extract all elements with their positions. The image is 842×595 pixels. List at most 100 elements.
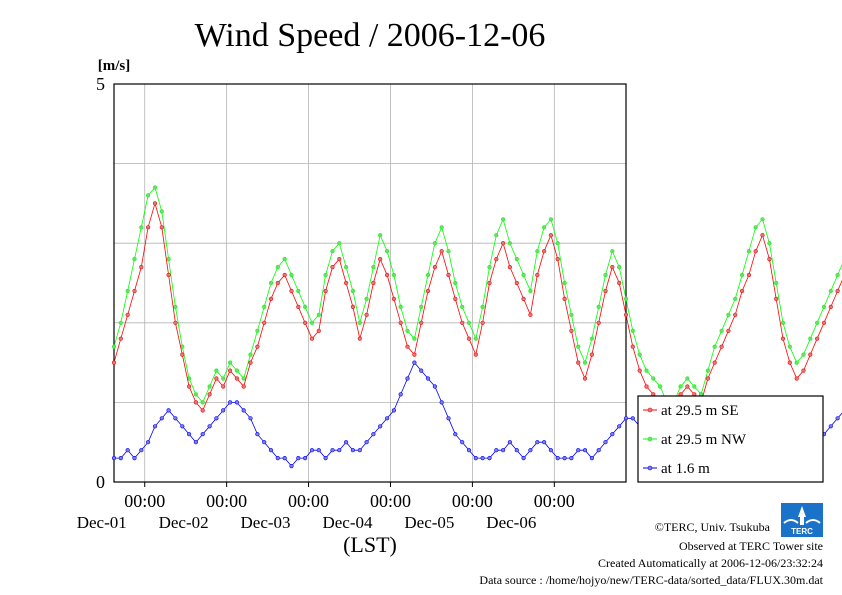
data-point bbox=[576, 360, 581, 365]
data-point bbox=[344, 265, 349, 270]
data-point bbox=[412, 352, 417, 357]
data-point bbox=[166, 257, 171, 262]
data-point bbox=[774, 280, 779, 286]
x-tick-label: 00:00 bbox=[288, 491, 329, 511]
data-point bbox=[801, 368, 806, 373]
data-point bbox=[460, 320, 465, 325]
data-point bbox=[733, 312, 738, 317]
data-point bbox=[528, 448, 533, 453]
data-point bbox=[453, 280, 458, 286]
data-point bbox=[541, 249, 547, 254]
data-point bbox=[589, 456, 595, 461]
data-point bbox=[241, 376, 246, 381]
data-point bbox=[746, 249, 752, 254]
data-point bbox=[330, 265, 335, 270]
data-point bbox=[152, 185, 158, 190]
data-point bbox=[630, 328, 635, 333]
data-point bbox=[555, 456, 560, 461]
data-point bbox=[514, 448, 519, 453]
data-point bbox=[439, 249, 444, 254]
data-point bbox=[473, 352, 478, 357]
data-point bbox=[528, 312, 533, 317]
data-point bbox=[303, 304, 308, 310]
data-point bbox=[767, 241, 772, 246]
data-point bbox=[637, 368, 642, 373]
data-point bbox=[726, 328, 731, 333]
data-point bbox=[132, 288, 137, 294]
data-point bbox=[603, 288, 608, 294]
data-point bbox=[733, 296, 738, 302]
data-point bbox=[180, 352, 185, 357]
legend-label: at 29.5 m SE bbox=[661, 403, 739, 419]
data-point bbox=[200, 400, 205, 405]
data-point bbox=[357, 336, 362, 341]
observed-text: Observed at TERC Tower site bbox=[679, 539, 823, 553]
data-point bbox=[726, 312, 731, 317]
data-point bbox=[419, 320, 424, 325]
data-point bbox=[814, 336, 820, 341]
data-point bbox=[152, 424, 158, 429]
series-se bbox=[111, 201, 842, 413]
data-point bbox=[221, 376, 226, 381]
data-point bbox=[425, 288, 431, 294]
data-point bbox=[316, 312, 321, 317]
data-point bbox=[651, 376, 656, 381]
data-point bbox=[111, 360, 117, 365]
data-point bbox=[507, 241, 513, 246]
data-point bbox=[412, 360, 417, 365]
data-point bbox=[282, 272, 287, 278]
data-point bbox=[589, 336, 595, 341]
legend-box bbox=[637, 395, 824, 483]
data-point bbox=[780, 320, 786, 325]
data-point bbox=[248, 352, 253, 357]
data-point bbox=[193, 392, 198, 397]
data-point bbox=[193, 440, 198, 445]
data-point bbox=[582, 360, 588, 365]
data-point bbox=[678, 384, 683, 389]
chart-title: Wind Speed / 2006-12-06 bbox=[195, 17, 546, 54]
x-tick-date-label: Dec-06 bbox=[486, 513, 536, 532]
data-point bbox=[521, 456, 526, 461]
data-point bbox=[255, 432, 260, 437]
data-point bbox=[501, 241, 506, 246]
data-point bbox=[753, 249, 758, 254]
data-point bbox=[248, 416, 253, 421]
grid bbox=[114, 84, 626, 482]
x-tick-date-label: Dec-01 bbox=[77, 513, 127, 532]
data-point bbox=[548, 448, 554, 453]
data-point bbox=[419, 368, 424, 373]
data-point bbox=[214, 368, 219, 373]
data-point bbox=[610, 249, 615, 254]
data-point bbox=[234, 368, 239, 373]
data-point bbox=[835, 416, 840, 421]
logo-wave-icon bbox=[783, 519, 821, 524]
data-point bbox=[712, 344, 717, 349]
data-point bbox=[528, 288, 533, 294]
x-tick-date-label: Dec-04 bbox=[322, 513, 373, 532]
data-point bbox=[610, 432, 615, 437]
data-point bbox=[330, 448, 335, 453]
data-point bbox=[576, 448, 581, 453]
data-point bbox=[767, 257, 772, 262]
x-tick-label: 00:00 bbox=[452, 491, 493, 511]
data-point bbox=[228, 400, 233, 405]
data-point bbox=[200, 408, 205, 413]
data-point bbox=[446, 272, 451, 278]
data-point bbox=[289, 464, 294, 469]
data-point bbox=[596, 448, 601, 453]
x-tick-date-label: Dec-02 bbox=[159, 513, 209, 532]
data-point bbox=[391, 272, 397, 278]
data-point bbox=[207, 384, 212, 389]
data-point bbox=[391, 408, 397, 413]
data-point bbox=[419, 304, 424, 310]
data-point bbox=[255, 344, 260, 349]
data-point bbox=[596, 304, 601, 310]
data-point bbox=[159, 416, 164, 421]
data-point bbox=[555, 257, 560, 262]
data-point bbox=[432, 384, 438, 389]
data-point bbox=[146, 193, 151, 198]
data-point bbox=[364, 312, 369, 317]
data-point bbox=[357, 320, 362, 325]
data-point bbox=[268, 296, 274, 302]
